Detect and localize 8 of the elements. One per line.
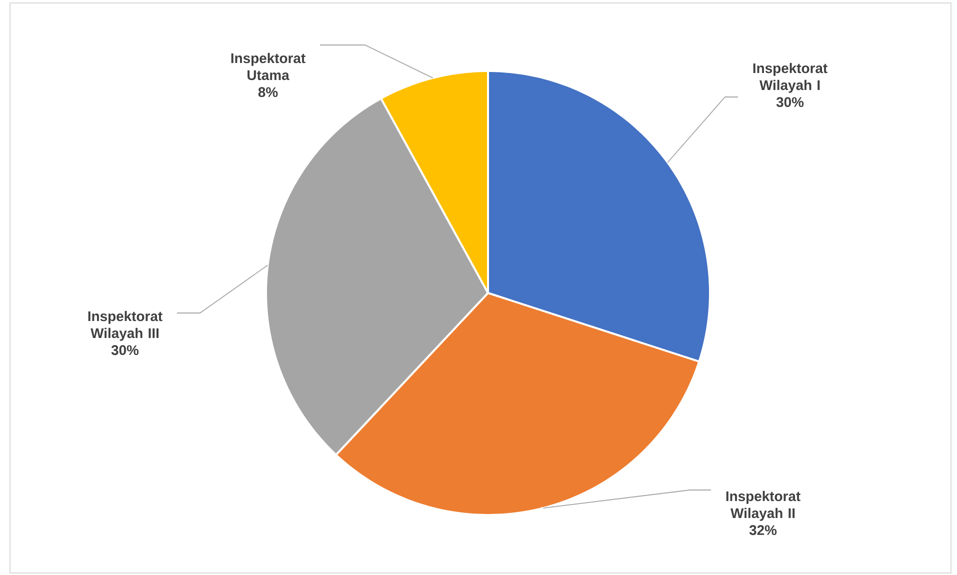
slice-label: Inspektorat Wilayah III [88,310,162,341]
data-label: 30% [776,97,804,108]
slice-label: Inspektorat Utama [231,52,306,80]
data-label: 30% [111,345,139,356]
data-label: 8% [258,87,278,98]
slice-label: Inspektorat Wilayah II [726,490,800,521]
slice-label: Inspektorat Wilayah I [753,62,828,93]
data-label: 32% [749,525,777,536]
